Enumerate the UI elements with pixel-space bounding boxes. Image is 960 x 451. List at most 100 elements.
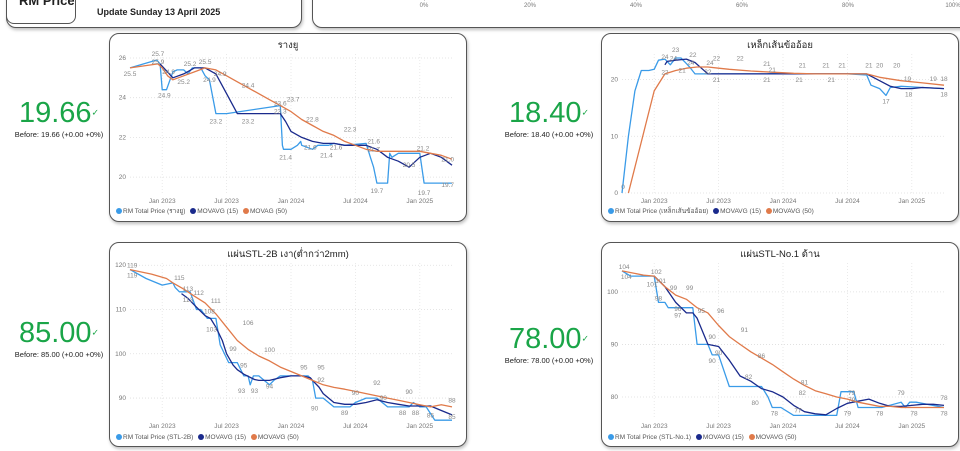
- chart-plot[interactable]: 80 90 100 Jan 2023 Jul 2023 Jan 2024 Jul 2024 J…: [602, 243, 960, 448]
- x-tick-label: Jul 2024: [835, 198, 860, 205]
- grid-line: [530, 0, 531, 1]
- y-tick-label: 120: [115, 262, 126, 269]
- kpi-card-stl-no1: 78.00✓ Before: 78.00 (+0.00 +0%): [496, 324, 602, 365]
- series-ma50-line: [621, 270, 944, 409]
- data-label: 99: [229, 346, 237, 353]
- data-label: 21: [763, 61, 771, 68]
- data-label: 96: [674, 306, 682, 313]
- chart-plot[interactable]: 0 10 20 Jan 2023 Jul 2023 Jan 2024 Jul 2024 Jan…: [602, 34, 960, 223]
- chart-stl-2b[interactable]: แผ่นSTL-2B เงา(ต่ำกว่า2mm) 90 100 110 120 Ja…: [109, 242, 467, 447]
- data-label: 85: [427, 412, 435, 419]
- grid-line: [424, 0, 425, 1]
- legend-label: MOVAVG (50): [772, 208, 814, 215]
- progress-tick: 100%: [945, 3, 960, 9]
- legend-item-ma15[interactable]: MOVAVG (15): [190, 208, 238, 215]
- data-label: 23: [672, 47, 680, 54]
- progress-tick: 20%: [523, 3, 537, 9]
- data-label: 100: [264, 347, 275, 354]
- chart-plot[interactable]: 20 22 24 26 Jan 2023 Jul 2023 Jan 2024 Jul 2024…: [110, 34, 468, 223]
- x-tick-label: Jul 2023: [214, 423, 239, 430]
- grid-line: [742, 0, 743, 1]
- y-tick-label: 24: [119, 95, 127, 102]
- kpi-card-stl-2b: 85.00✓ Before: 85.00 (+0.00 +0%): [6, 318, 112, 359]
- data-label: 92: [373, 380, 381, 387]
- data-label: 88: [448, 398, 456, 405]
- legend-item-ma50[interactable]: MOVAVG (50): [250, 434, 299, 441]
- check-icon: ✓: [581, 107, 590, 118]
- chart-plot[interactable]: 90 100 110 120 Jan 2023 Jul 2023 Jan 2024 Jul 2…: [110, 243, 468, 448]
- data-label: 95: [300, 365, 308, 372]
- data-label: 80: [751, 400, 759, 407]
- data-label: 119: [127, 263, 138, 270]
- legend-item-ma50[interactable]: MOVAVG (50): [765, 208, 814, 215]
- chart-stl-no1[interactable]: แผ่นSTL-No.1 ด้าน 80 90 100 Jan 2023 Jul 202…: [601, 242, 959, 447]
- data-label: 21: [828, 77, 836, 84]
- data-label: 90: [352, 390, 360, 397]
- progress-tick: 60%: [735, 3, 749, 9]
- data-label: 103: [206, 327, 217, 334]
- data-label: 24.9: [162, 69, 175, 76]
- data-label: 97: [674, 313, 682, 320]
- data-label: 82: [745, 374, 753, 381]
- data-label: 18: [905, 92, 913, 99]
- data-label: 78: [940, 410, 948, 417]
- legend-item-price[interactable]: RM Total Price (รางยู): [116, 208, 185, 215]
- legend-label: MOVAVG (50): [755, 434, 797, 441]
- x-tick-label: Jan 2023: [149, 423, 176, 430]
- y-tick-label: 22: [119, 134, 127, 141]
- legend-label: RM Total Price (รางยู): [123, 208, 186, 215]
- legend-dot-icon: [765, 208, 772, 214]
- legend-dot-icon: [250, 434, 257, 440]
- data-label: 79: [897, 390, 905, 397]
- legend-item-ma50[interactable]: MOVAG (50): [242, 208, 287, 215]
- series-price-line: [129, 269, 452, 421]
- data-label: 25.5: [199, 59, 212, 66]
- data-label: 24.4: [242, 83, 255, 90]
- chart-rang-u[interactable]: รางยู 20 22 24 26 Jan 2023 Jul 2023 Jan 2024 Ju…: [109, 33, 467, 222]
- data-label: 112: [194, 290, 205, 297]
- data-label: 25.2: [177, 79, 190, 86]
- grid-line: [953, 0, 954, 1]
- data-label: 21: [799, 62, 807, 69]
- data-label: 23.7: [287, 97, 300, 104]
- x-tick-label: Jan 2025: [898, 423, 925, 430]
- update-date-text: Update Sunday 13 April 2025: [97, 7, 221, 17]
- data-label: 21: [795, 77, 803, 84]
- data-label: 20: [876, 62, 884, 69]
- app-title: RM Price: [19, 0, 75, 8]
- legend-item-price[interactable]: RM Total Price (STL-No.1): [608, 434, 691, 441]
- legend-item-ma15[interactable]: MOVAVG (15): [198, 434, 246, 441]
- grid-line: [636, 0, 637, 1]
- data-label: 94: [266, 384, 274, 391]
- data-label: 91: [741, 327, 749, 334]
- x-tick-label: Jan 2024: [278, 198, 305, 205]
- x-tick-label: Jan 2024: [770, 198, 797, 205]
- data-label: 25.5: [124, 71, 137, 78]
- kpi-card-rebar: 18.40✓ Before: 18.40 (+0.00 +0%): [496, 98, 602, 139]
- data-label: 79: [848, 390, 856, 397]
- legend-item-price[interactable]: RM Total Price (เหล็กเส้นข้ออ้อย): [608, 208, 708, 215]
- legend-item-price[interactable]: RM Total Price (STL-2B): [116, 434, 193, 441]
- data-label: 21.0: [441, 156, 454, 163]
- chart-title: แผ่นSTL-No.1 ด้าน: [740, 249, 820, 260]
- chart-rebar[interactable]: เหล็กเส้นข้ออ้อย 0 10 20 Jan 2023 Jul 2023 Ja…: [601, 33, 959, 222]
- data-label: 24: [687, 60, 695, 67]
- y-tick-label: 90: [119, 395, 127, 402]
- legend-item-ma50[interactable]: MOVAVG (50): [748, 434, 797, 441]
- x-tick-label: Jan 2025: [406, 198, 433, 205]
- data-label: 22.3: [344, 126, 357, 133]
- data-label: 19: [904, 76, 912, 83]
- data-label: 81: [801, 379, 809, 386]
- check-icon: ✓: [91, 327, 100, 338]
- legend-item-ma15[interactable]: MOVAVG (15): [695, 434, 744, 441]
- data-label: 21.2: [417, 145, 430, 152]
- data-label: 22: [704, 69, 712, 76]
- x-tick-label: Jan 2024: [278, 423, 305, 430]
- y-tick-label: 20: [119, 174, 127, 181]
- legend-item-ma15[interactable]: MOVAVG (15): [713, 208, 761, 215]
- legend-label: MOVAVG (15): [205, 434, 247, 441]
- data-label: 119: [127, 273, 138, 280]
- data-label: 88: [399, 410, 407, 417]
- legend-label: MOVAVG (15): [702, 434, 744, 441]
- series-price-line: [621, 270, 945, 417]
